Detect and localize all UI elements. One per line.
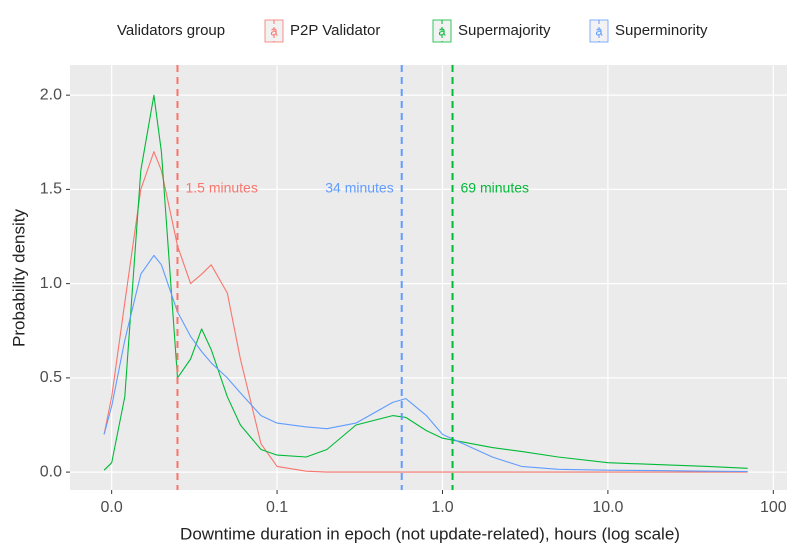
y-tick-label: 1.0	[40, 275, 62, 292]
legend-glyph: a	[270, 23, 278, 38]
reference-label: 34 minutes	[325, 180, 393, 196]
density-line	[103, 151, 748, 473]
reference-label: 69 minutes	[461, 180, 529, 196]
legend-label: P2P Validator	[290, 22, 380, 39]
legend-glyph: a	[438, 23, 446, 38]
x-tick-label: 0.0	[101, 499, 123, 516]
y-tick-label: 0.5	[40, 369, 62, 386]
legend-glyph: a	[595, 23, 603, 38]
y-tick-label: 1.5	[40, 181, 62, 198]
y-tick-label: 0.0	[40, 463, 62, 480]
legend-label: Superminority	[615, 22, 708, 39]
density-line	[103, 254, 748, 473]
x-tick-label: 10.0	[592, 499, 623, 516]
x-axis-title: Downtime duration in epoch (not update-r…	[180, 524, 680, 543]
density-line	[103, 94, 748, 471]
legend-label: Supermajority	[458, 22, 551, 39]
x-tick-label: 100	[760, 499, 787, 516]
y-tick-label: 2.0	[40, 86, 62, 103]
x-tick-label: 1.0	[431, 499, 453, 516]
y-axis-title: Probability density	[9, 209, 28, 347]
legend-title: Validators group	[117, 22, 225, 39]
panel	[70, 65, 787, 490]
reference-label: 1.5 minutes	[185, 180, 257, 196]
x-tick-label: 0.1	[266, 499, 288, 516]
